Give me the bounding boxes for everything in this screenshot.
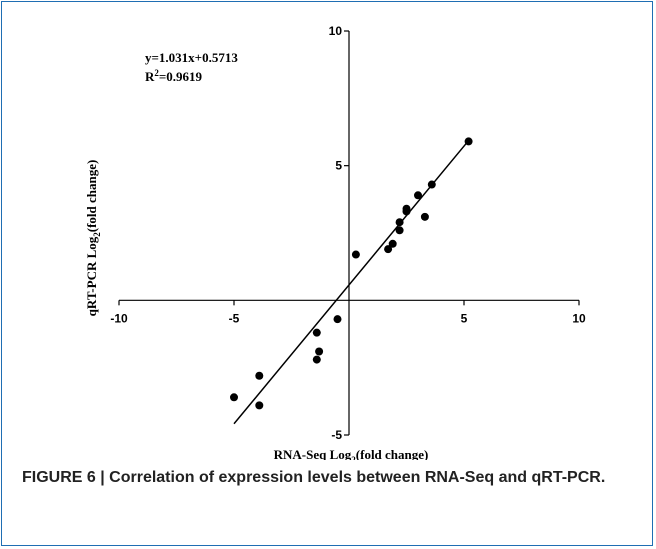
data-point bbox=[402, 204, 411, 213]
data-point bbox=[395, 226, 404, 235]
ticks: -10 -5 5 10 -5 5 10 bbox=[110, 24, 586, 442]
r-squared-annotation: R2=0.9619 bbox=[145, 68, 203, 84]
x-axis-label: RNA-Seq Log2(fold change) bbox=[274, 447, 429, 460]
data-point bbox=[388, 239, 397, 248]
data-point bbox=[255, 371, 264, 380]
data-point bbox=[312, 328, 321, 337]
x-tick-label: 5 bbox=[461, 311, 468, 325]
x-tick-label: 10 bbox=[572, 311, 586, 325]
x-tick-label: -5 bbox=[229, 311, 240, 325]
data-point bbox=[384, 245, 393, 254]
data-point bbox=[255, 401, 264, 410]
y-tick-label: -5 bbox=[331, 428, 342, 442]
data-point bbox=[414, 191, 422, 200]
data-point bbox=[312, 355, 321, 364]
y-tick-label: 5 bbox=[335, 159, 342, 173]
figure-caption: FIGURE 6 | Correlation of expression lev… bbox=[22, 469, 606, 486]
data-point bbox=[333, 315, 342, 324]
data-point bbox=[427, 180, 436, 189]
data-point bbox=[420, 212, 429, 221]
data-point bbox=[464, 137, 473, 146]
data-point bbox=[315, 347, 324, 356]
data-point bbox=[395, 218, 404, 227]
equation-annotation: y=1.031x+0.5713 bbox=[145, 50, 238, 65]
y-axis-label: qRT-PCR Log2(fold change) bbox=[84, 160, 102, 317]
data-point bbox=[230, 393, 238, 402]
x-tick-label: -10 bbox=[110, 311, 128, 325]
data-points bbox=[230, 137, 473, 410]
data-point bbox=[351, 250, 360, 259]
axes bbox=[119, 31, 579, 435]
y-tick-label: 10 bbox=[329, 24, 343, 38]
